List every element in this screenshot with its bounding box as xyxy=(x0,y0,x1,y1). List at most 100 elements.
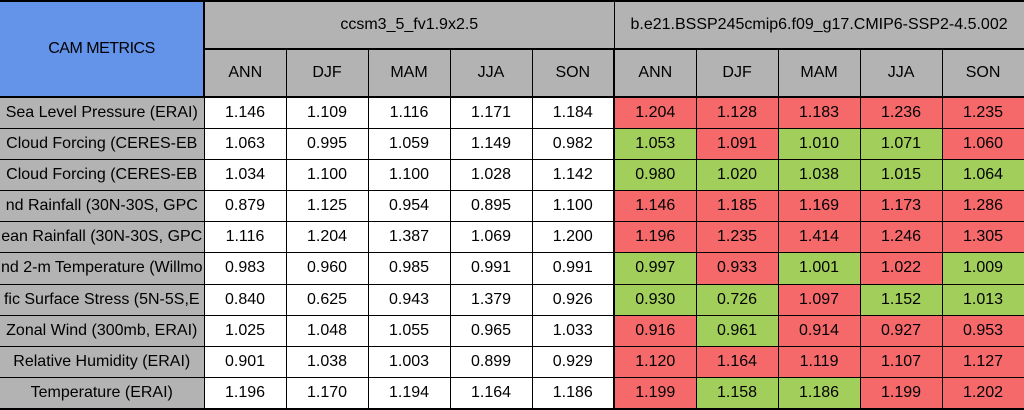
test-value-cell: 1.152 xyxy=(859,283,943,316)
test-value-cell: 1.164 xyxy=(695,345,779,378)
test-value-cell: 1.022 xyxy=(859,252,943,285)
metric-label: fic Surface Stress (5N-5S,E xyxy=(0,283,205,316)
baseline-value-cell: 1.164 xyxy=(449,376,533,410)
season-header-mam: MAM xyxy=(367,48,451,98)
baseline-value-cell: 0.982 xyxy=(531,128,615,161)
baseline-value-cell: 0.899 xyxy=(449,345,533,378)
test-value-cell: 1.199 xyxy=(859,376,943,410)
test-value-cell: 1.246 xyxy=(859,221,943,254)
baseline-value-cell: 1.034 xyxy=(203,159,287,192)
baseline-value-cell: 0.625 xyxy=(285,283,369,316)
season-header-djf-2: DJF xyxy=(695,48,779,98)
test-value-cell: 1.071 xyxy=(859,128,943,161)
table-row: Zonal Wind (300mb, ERAI) 1.025 1.048 1.055 0… xyxy=(0,314,1024,347)
test-value-cell: 0.933 xyxy=(695,252,779,285)
season-header-son: SON xyxy=(531,48,615,98)
metric-label: Relative Humidity (ERAI) xyxy=(0,345,205,378)
baseline-value-cell: 1.204 xyxy=(285,221,369,254)
baseline-value-cell: 1.184 xyxy=(531,96,615,130)
test-value-cell: 1.186 xyxy=(777,376,861,410)
baseline-value-cell: 1.125 xyxy=(285,190,369,223)
group-header-row: CAM METRICS ccsm3_5_fv1.9x2.5 b.e21.BSSP… xyxy=(0,0,1024,98)
baseline-value-cell: 1.055 xyxy=(367,314,451,347)
test-value-cell: 1.158 xyxy=(695,376,779,410)
test-value-cell: 1.064 xyxy=(941,159,1024,192)
table-row: Cloud Forcing (CERES-EB 1.063 0.995 1.059 1.… xyxy=(0,128,1024,161)
baseline-value-cell: 0.965 xyxy=(449,314,533,347)
table-row: Temperature (ERAI) 1.196 1.170 1.194 1.164 1.… xyxy=(0,376,1024,410)
table-row: Relative Humidity (ERAI) 0.901 1.038 1.003 0… xyxy=(0,345,1024,378)
season-header-son-2: SON xyxy=(941,48,1024,98)
baseline-value-cell: 1.171 xyxy=(449,96,533,130)
metric-label: Cloud Forcing (CERES-EB xyxy=(0,128,205,161)
test-value-cell: 1.010 xyxy=(777,128,861,161)
test-value-cell: 1.001 xyxy=(777,252,861,285)
baseline-value-cell: 0.901 xyxy=(203,345,287,378)
baseline-value-cell: 1.149 xyxy=(449,128,533,161)
test-value-cell: 0.961 xyxy=(695,314,779,347)
test-value-cell: 1.235 xyxy=(695,221,779,254)
baseline-value-cell: 0.943 xyxy=(367,283,451,316)
baseline-value-cell: 1.146 xyxy=(203,96,287,130)
table-row: Sea Level Pressure (ERAI) 1.146 1.109 1.116… xyxy=(0,96,1024,130)
season-header-jja-2: JJA xyxy=(859,48,943,98)
test-value-cell: 1.183 xyxy=(777,96,861,130)
test-value-cell: 1.038 xyxy=(777,159,861,192)
test-value-cell: 1.107 xyxy=(859,345,943,378)
baseline-value-cell: 1.069 xyxy=(449,221,533,254)
season-header-djf: DJF xyxy=(285,48,369,98)
baseline-value-cell: 1.387 xyxy=(367,221,451,254)
test-value-cell: 1.120 xyxy=(613,345,697,378)
test-value-cell: 1.414 xyxy=(777,221,861,254)
baseline-value-cell: 1.116 xyxy=(367,96,451,130)
baseline-value-cell: 1.100 xyxy=(285,159,369,192)
baseline-value-cell: 1.063 xyxy=(203,128,287,161)
baseline-value-cell: 1.170 xyxy=(285,376,369,410)
baseline-value-cell: 0.960 xyxy=(285,252,369,285)
metrics-body: Sea Level Pressure (ERAI) 1.146 1.109 1.116… xyxy=(0,96,1024,410)
test-value-cell: 1.196 xyxy=(613,221,697,254)
baseline-value-cell: 1.033 xyxy=(531,314,615,347)
table-row: Cloud Forcing (CERES-EB 1.034 1.100 1.100 1.… xyxy=(0,159,1024,192)
test-value-cell: 1.204 xyxy=(613,96,697,130)
baseline-value-cell: 1.028 xyxy=(449,159,533,192)
baseline-value-cell: 0.929 xyxy=(531,345,615,378)
test-value-cell: 1.305 xyxy=(941,221,1024,254)
baseline-value-cell: 1.100 xyxy=(367,159,451,192)
metric-label: Temperature (ERAI) xyxy=(0,376,205,410)
baseline-value-cell: 1.142 xyxy=(531,159,615,192)
baseline-value-cell: 1.196 xyxy=(203,376,287,410)
test-value-cell: 0.927 xyxy=(859,314,943,347)
baseline-value-cell: 1.200 xyxy=(531,221,615,254)
test-value-cell: 1.199 xyxy=(613,376,697,410)
test-run-name: b.e21.BSSP245cmip6.f09_g17.CMIP6-SSP2-4.… xyxy=(613,0,1024,50)
baseline-value-cell: 0.983 xyxy=(203,252,287,285)
metric-label: nd 2-m Temperature (Willmo xyxy=(0,252,205,285)
baseline-value-cell: 1.038 xyxy=(285,345,369,378)
baseline-value-cell: 1.194 xyxy=(367,376,451,410)
metric-label: Cloud Forcing (CERES-EB xyxy=(0,159,205,192)
baseline-value-cell: 0.995 xyxy=(285,128,369,161)
test-value-cell: 0.980 xyxy=(613,159,697,192)
test-value-cell: 1.128 xyxy=(695,96,779,130)
test-value-cell: 1.185 xyxy=(695,190,779,223)
table-row: ean Rainfall (30N-30S, GPC 1.116 1.204 1.38… xyxy=(0,221,1024,254)
test-value-cell: 1.015 xyxy=(859,159,943,192)
baseline-value-cell: 1.003 xyxy=(367,345,451,378)
baseline-value-cell: 0.895 xyxy=(449,190,533,223)
table-row: nd Rainfall (30N-30S, GPC 0.879 1.125 0.954… xyxy=(0,190,1024,223)
season-header-ann: ANN xyxy=(203,48,287,98)
table-title: CAM METRICS xyxy=(0,0,205,98)
test-value-cell: 1.060 xyxy=(941,128,1024,161)
test-value-cell: 1.286 xyxy=(941,190,1024,223)
test-value-cell: 0.726 xyxy=(695,283,779,316)
test-value-cell: 1.013 xyxy=(941,283,1024,316)
season-header-jja: JJA xyxy=(449,48,533,98)
baseline-value-cell: 1.109 xyxy=(285,96,369,130)
test-value-cell: 0.953 xyxy=(941,314,1024,347)
baseline-value-cell: 0.991 xyxy=(531,252,615,285)
table-row: fic Surface Stress (5N-5S,E 0.840 0.625 0.9… xyxy=(0,283,1024,316)
metric-label: nd Rainfall (30N-30S, GPC xyxy=(0,190,205,223)
baseline-value-cell: 1.100 xyxy=(531,190,615,223)
